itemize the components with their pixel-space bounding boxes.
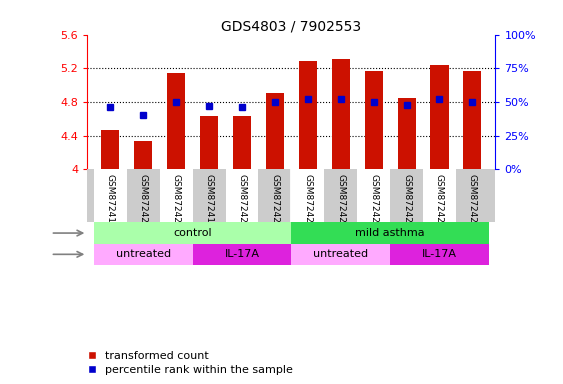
Bar bbox=[390, 244, 489, 265]
Bar bbox=[266, 93, 284, 169]
Bar bbox=[94, 244, 193, 265]
Bar bbox=[397, 98, 415, 169]
Bar bbox=[134, 141, 152, 169]
Text: GSM872427: GSM872427 bbox=[435, 174, 444, 228]
Bar bbox=[258, 169, 292, 222]
Bar bbox=[193, 244, 292, 265]
Text: GSM872423: GSM872423 bbox=[270, 174, 279, 228]
Bar bbox=[127, 169, 160, 222]
Text: GSM872422: GSM872422 bbox=[172, 174, 181, 228]
Legend: transformed count, percentile rank within the sample: transformed count, percentile rank withi… bbox=[87, 351, 293, 375]
Bar bbox=[101, 130, 119, 169]
Bar bbox=[167, 73, 185, 169]
Bar bbox=[226, 169, 258, 222]
Bar bbox=[193, 169, 226, 222]
Text: GSM872420: GSM872420 bbox=[138, 174, 148, 228]
Text: GSM872429: GSM872429 bbox=[468, 174, 477, 228]
Bar bbox=[160, 169, 193, 222]
Bar bbox=[357, 169, 390, 222]
Text: GSM872418: GSM872418 bbox=[106, 174, 115, 228]
Bar bbox=[332, 59, 350, 169]
Bar bbox=[94, 169, 127, 222]
Bar bbox=[94, 222, 292, 244]
Bar bbox=[463, 71, 481, 169]
Text: GSM872428: GSM872428 bbox=[369, 174, 378, 228]
Bar bbox=[299, 61, 317, 169]
Text: GSM872426: GSM872426 bbox=[336, 174, 345, 228]
Bar bbox=[292, 244, 390, 265]
Bar bbox=[456, 169, 489, 222]
Text: untreated: untreated bbox=[313, 249, 368, 259]
Text: IL-17A: IL-17A bbox=[225, 249, 260, 259]
Bar bbox=[365, 71, 383, 169]
Bar bbox=[423, 169, 456, 222]
Text: GSM872425: GSM872425 bbox=[402, 174, 411, 228]
Text: mild asthma: mild asthma bbox=[355, 228, 425, 238]
Title: GDS4803 / 7902553: GDS4803 / 7902553 bbox=[221, 20, 361, 33]
Text: untreated: untreated bbox=[115, 249, 171, 259]
Text: GSM872424: GSM872424 bbox=[303, 174, 312, 228]
Text: GSM872419: GSM872419 bbox=[204, 174, 213, 228]
Bar bbox=[233, 116, 251, 169]
Text: control: control bbox=[173, 228, 212, 238]
Bar bbox=[390, 169, 423, 222]
Text: GSM872421: GSM872421 bbox=[238, 174, 247, 228]
Text: IL-17A: IL-17A bbox=[422, 249, 457, 259]
Bar bbox=[200, 116, 218, 169]
Bar bbox=[431, 65, 449, 169]
Bar bbox=[324, 169, 357, 222]
Bar bbox=[292, 169, 324, 222]
Bar bbox=[292, 222, 489, 244]
